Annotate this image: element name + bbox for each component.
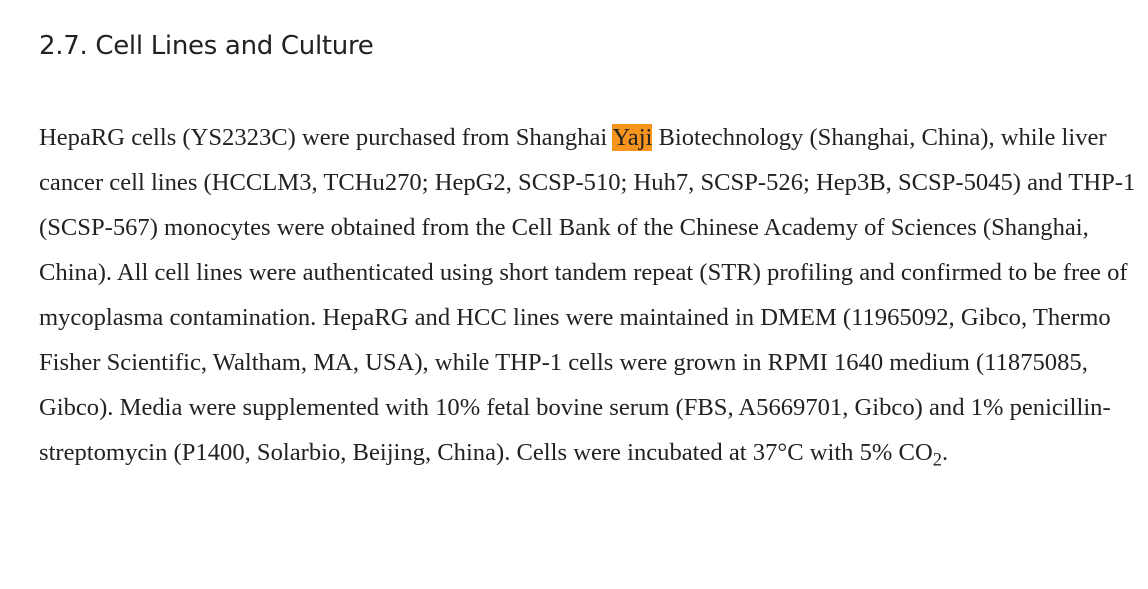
paragraph: HepaRG cells (YS2323C) were purchased fr…	[39, 115, 1139, 475]
text: .	[941, 439, 949, 466]
text: Biotechnology (Shanghai, China), while l…	[39, 124, 1136, 466]
subscript: 2	[932, 449, 942, 470]
text: HepaRG cells (YS2323C) were purchased fr…	[39, 124, 613, 151]
section-heading: 2.7. Cell Lines and Culture	[39, 31, 374, 61]
highlighted-text: Yaji	[612, 124, 653, 151]
